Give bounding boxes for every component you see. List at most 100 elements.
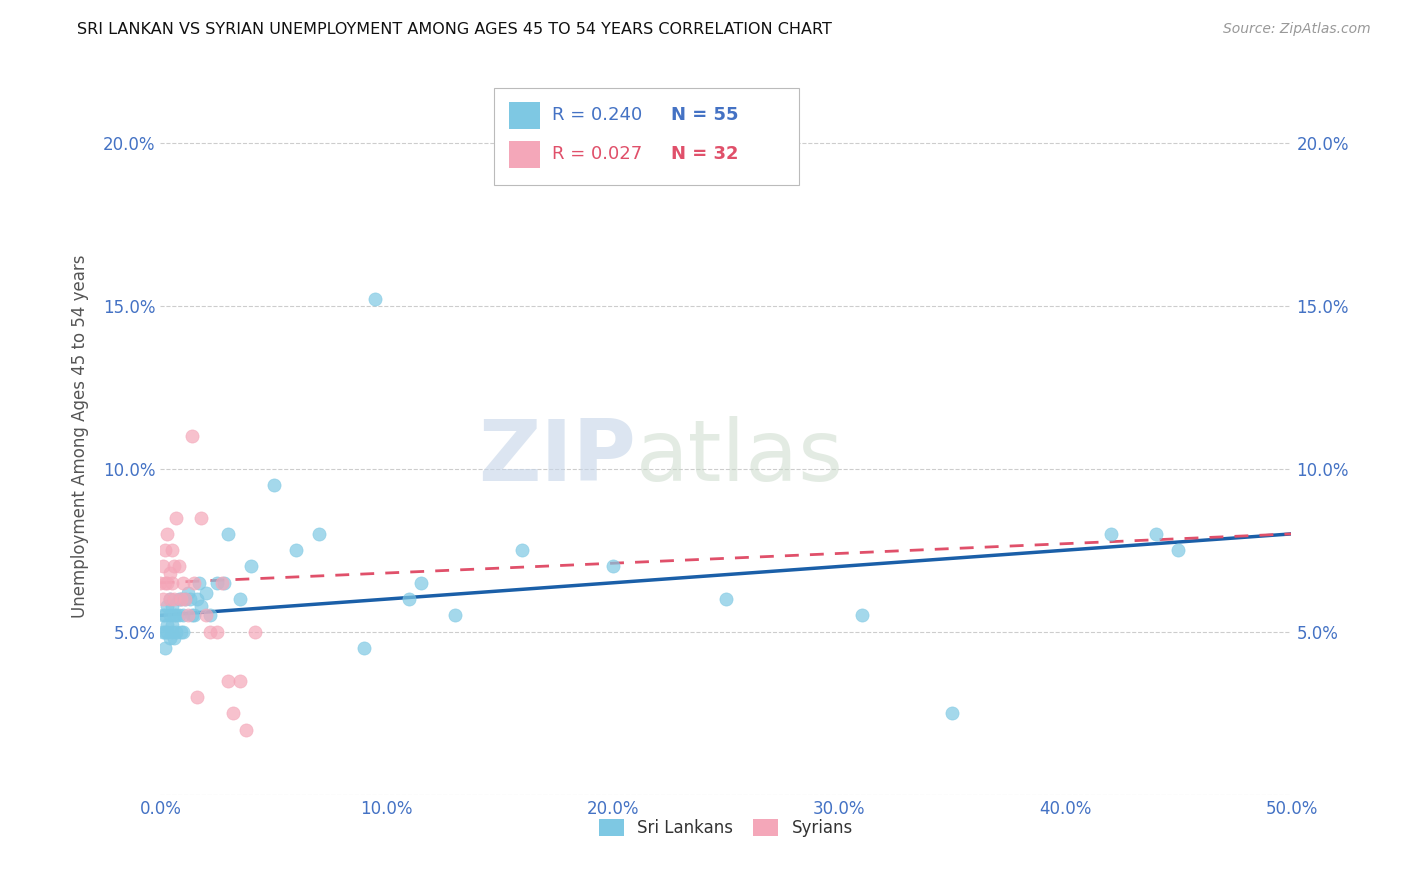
Point bbox=[285, 543, 308, 558]
Point bbox=[205, 624, 228, 639]
Text: N = 55: N = 55 bbox=[671, 106, 738, 125]
Point bbox=[170, 624, 193, 639]
Point bbox=[172, 608, 194, 623]
Point bbox=[364, 292, 387, 306]
Text: R = 0.027: R = 0.027 bbox=[551, 145, 643, 163]
Point bbox=[165, 510, 187, 524]
Point bbox=[153, 624, 176, 639]
Point bbox=[165, 624, 187, 639]
Point bbox=[190, 599, 212, 613]
Point bbox=[160, 624, 183, 639]
Point bbox=[200, 624, 222, 639]
Point bbox=[152, 608, 174, 623]
Text: SRI LANKAN VS SYRIAN UNEMPLOYMENT AMONG AGES 45 TO 54 YEARS CORRELATION CHART: SRI LANKAN VS SYRIAN UNEMPLOYMENT AMONG … bbox=[77, 22, 832, 37]
Point bbox=[212, 575, 235, 590]
Point bbox=[149, 575, 172, 590]
Point bbox=[239, 559, 262, 574]
Point bbox=[714, 592, 737, 607]
Point bbox=[156, 618, 179, 632]
Text: N = 32: N = 32 bbox=[671, 145, 738, 163]
Point bbox=[163, 559, 186, 574]
Point bbox=[183, 575, 205, 590]
Point bbox=[398, 592, 420, 607]
Point bbox=[153, 608, 176, 623]
Point bbox=[1099, 527, 1122, 541]
Point bbox=[245, 624, 267, 639]
Point bbox=[176, 608, 198, 623]
Point bbox=[160, 618, 183, 632]
Point bbox=[217, 527, 239, 541]
Point bbox=[228, 592, 250, 607]
Point bbox=[194, 608, 217, 623]
Point bbox=[308, 527, 330, 541]
Point bbox=[512, 543, 534, 558]
Point bbox=[941, 706, 963, 721]
Point bbox=[1167, 543, 1189, 558]
Point bbox=[159, 592, 181, 607]
Point bbox=[170, 592, 193, 607]
Point bbox=[159, 592, 181, 607]
Point bbox=[217, 673, 239, 688]
Point bbox=[183, 608, 205, 623]
Point bbox=[353, 640, 375, 655]
Text: R = 0.240: R = 0.240 bbox=[551, 106, 643, 125]
Point bbox=[190, 510, 212, 524]
Legend: Sri Lankans, Syrians: Sri Lankans, Syrians bbox=[592, 813, 859, 844]
Point bbox=[167, 559, 190, 574]
Point bbox=[409, 575, 432, 590]
Point bbox=[152, 559, 174, 574]
Point bbox=[160, 543, 183, 558]
Point bbox=[170, 592, 193, 607]
Y-axis label: Unemployment Among Ages 45 to 54 years: Unemployment Among Ages 45 to 54 years bbox=[72, 254, 89, 618]
Point bbox=[165, 608, 187, 623]
Point bbox=[160, 575, 183, 590]
Point bbox=[222, 706, 245, 721]
FancyBboxPatch shape bbox=[494, 88, 800, 185]
Point bbox=[211, 575, 233, 590]
Point bbox=[163, 592, 186, 607]
Point bbox=[174, 592, 197, 607]
Point bbox=[176, 585, 198, 599]
Point bbox=[228, 673, 250, 688]
Point bbox=[153, 640, 176, 655]
Point bbox=[152, 624, 174, 639]
Point bbox=[167, 592, 190, 607]
Point bbox=[156, 599, 179, 613]
Text: atlas: atlas bbox=[636, 416, 844, 500]
Point bbox=[156, 527, 179, 541]
Point bbox=[205, 575, 228, 590]
Text: ZIP: ZIP bbox=[478, 416, 636, 500]
Point bbox=[174, 592, 197, 607]
Point bbox=[153, 575, 176, 590]
Point bbox=[235, 723, 257, 737]
Point bbox=[167, 608, 190, 623]
Point bbox=[152, 592, 174, 607]
Point bbox=[187, 575, 209, 590]
Point bbox=[172, 624, 194, 639]
Point bbox=[263, 478, 285, 492]
Point bbox=[851, 608, 873, 623]
Point bbox=[159, 566, 181, 580]
Point bbox=[181, 608, 204, 623]
Point bbox=[159, 631, 181, 645]
Point bbox=[179, 592, 201, 607]
Point bbox=[156, 575, 179, 590]
FancyBboxPatch shape bbox=[509, 141, 540, 168]
Text: Source: ZipAtlas.com: Source: ZipAtlas.com bbox=[1223, 22, 1371, 37]
Point bbox=[160, 599, 183, 613]
Point bbox=[181, 429, 204, 443]
Point bbox=[194, 585, 217, 599]
FancyBboxPatch shape bbox=[509, 102, 540, 129]
Point bbox=[200, 608, 222, 623]
Point bbox=[172, 575, 194, 590]
Point bbox=[156, 624, 179, 639]
Point bbox=[153, 543, 176, 558]
Point bbox=[443, 608, 465, 623]
Point bbox=[159, 608, 181, 623]
Point bbox=[1144, 527, 1167, 541]
Point bbox=[186, 690, 208, 704]
Point bbox=[602, 559, 624, 574]
Point bbox=[186, 592, 208, 607]
Point bbox=[163, 608, 186, 623]
Point bbox=[163, 631, 186, 645]
